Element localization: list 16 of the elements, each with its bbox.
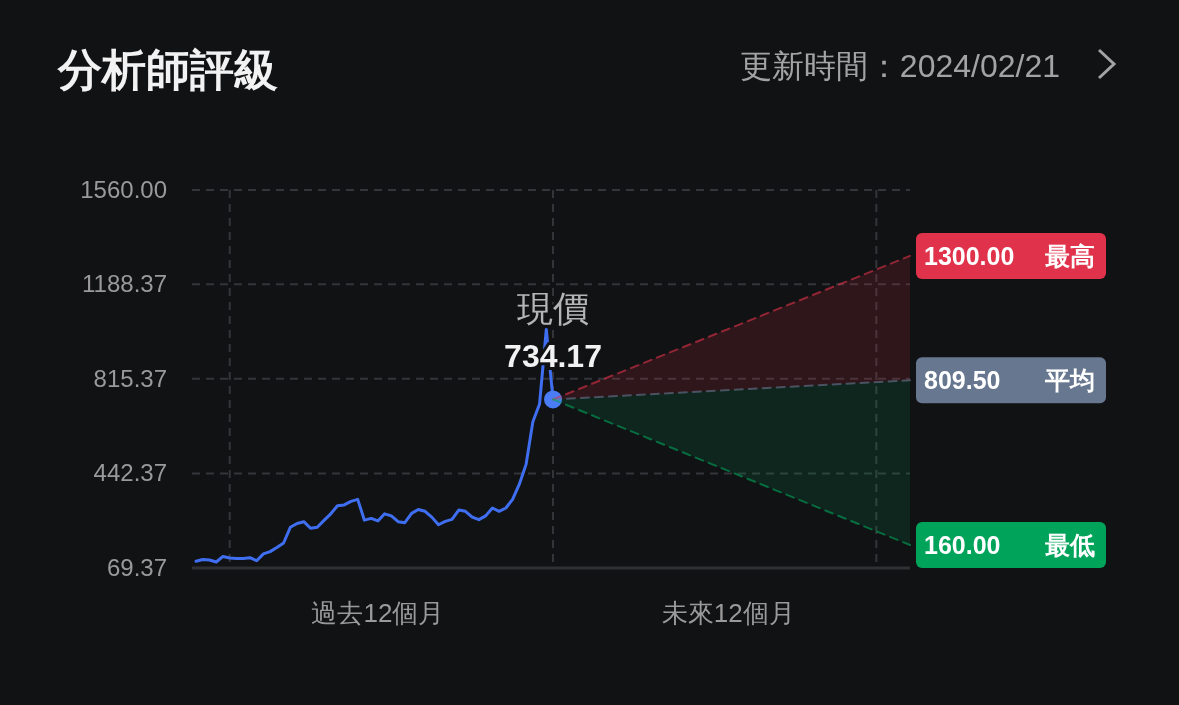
y-tick-label: 815.37 bbox=[93, 364, 167, 392]
annotation: 現價 bbox=[517, 288, 590, 330]
data-label: 809.50 bbox=[924, 366, 1001, 395]
y-tick-label: 1560.00 bbox=[80, 176, 167, 203]
text: 最高 bbox=[1044, 241, 1095, 270]
data-label: 160.00 bbox=[924, 531, 1001, 560]
text: 最低 bbox=[1044, 531, 1095, 560]
data-label: 1300.00 bbox=[924, 241, 1015, 270]
chart-title: 分析師評級 bbox=[57, 45, 278, 94]
y-tick-label: 69.37 bbox=[106, 554, 167, 581]
text: 平均 bbox=[1044, 366, 1095, 395]
x-tick-label: 未來12個月 bbox=[661, 598, 795, 628]
y-tick-label: 1188.37 bbox=[82, 270, 167, 298]
x-tick-label: 過去12個月 bbox=[311, 598, 445, 628]
y-tick-label: 442.37 bbox=[93, 459, 167, 487]
chart-subtitle: 更新時間：2024/02/21 bbox=[739, 48, 1060, 84]
